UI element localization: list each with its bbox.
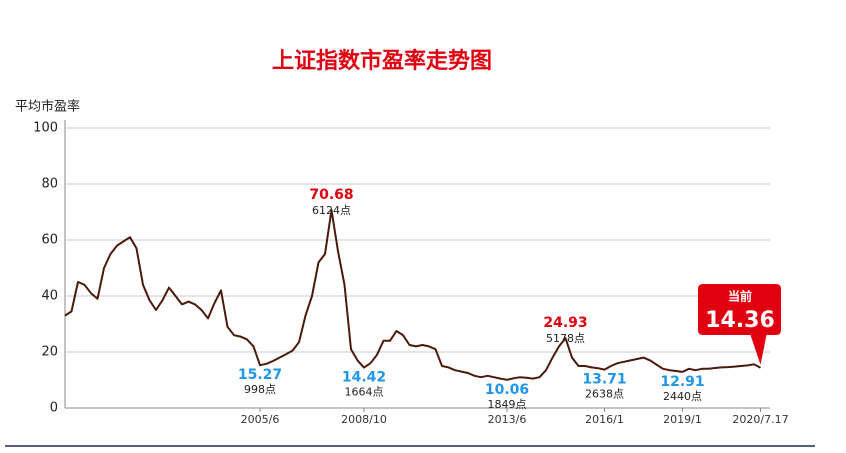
x-tick-label: 2013/6 [488, 413, 527, 426]
data-line [64, 209, 761, 381]
index-points-label: 5178点 [546, 332, 585, 345]
x-tick-label: 2020/7.17 [732, 413, 788, 426]
value-label: 14.42 [342, 370, 386, 386]
index-points-label: 2638点 [585, 388, 624, 401]
y-tick-label: 80 [41, 177, 58, 192]
current-badge [698, 284, 781, 365]
x-tick-label: 2019/1 [663, 413, 702, 426]
value-label: 70.68 [309, 187, 353, 203]
x-tick-label: 2008/10 [341, 413, 387, 426]
y-tick-label: 100 [33, 121, 58, 136]
y-tick-label: 60 [41, 233, 58, 248]
current-label: 当前 [728, 289, 752, 304]
x-tick-label: 2016/1 [585, 413, 624, 426]
value-label: 13.71 [582, 372, 626, 388]
value-label: 24.93 [543, 315, 587, 331]
chart-title: 上证指数市盈率走势图 [272, 48, 492, 74]
value-label: 12.91 [660, 374, 704, 390]
value-label: 10.06 [485, 382, 529, 398]
current-value: 14.36 [705, 308, 775, 333]
index-points-label: 2440点 [663, 390, 702, 403]
y-tick-label: 0 [50, 401, 58, 416]
y-tick-label: 40 [41, 289, 58, 304]
index-points-label: 1849点 [488, 398, 527, 411]
index-points-label: 6124点 [312, 204, 351, 217]
value-label: 15.27 [238, 367, 282, 383]
index-points-label: 1664点 [345, 386, 384, 399]
index-points-label: 998点 [244, 383, 276, 396]
y-tick-label: 20 [41, 345, 58, 360]
x-tick-label: 2005/6 [241, 413, 280, 426]
y-axis-label: 平均市盈率 [15, 99, 80, 115]
